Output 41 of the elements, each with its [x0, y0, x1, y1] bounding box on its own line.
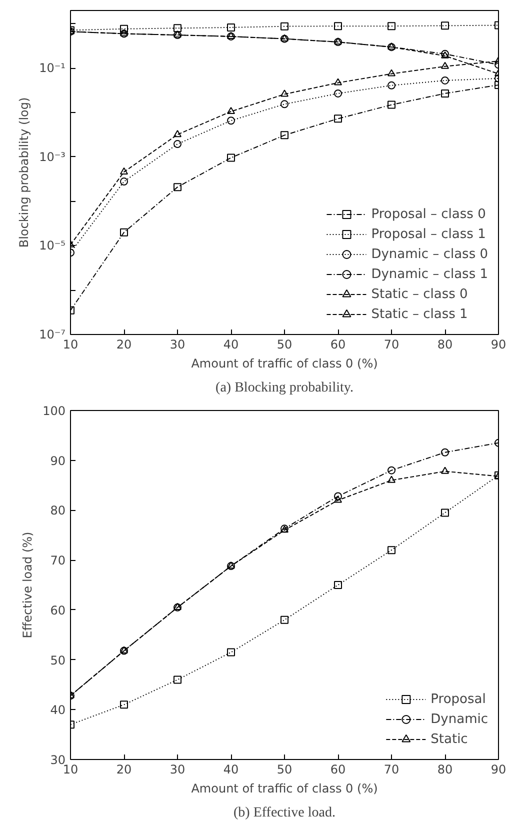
x-tick-label: 90: [490, 762, 506, 776]
legend-label: Proposal – class 0: [371, 206, 486, 222]
x-tick-label: 60: [330, 338, 346, 352]
x-tick-label: 50: [276, 762, 292, 776]
x-tick-label: 20: [116, 338, 132, 352]
legend-label: Dynamic: [430, 712, 488, 726]
x-tick-label: 60: [330, 762, 346, 776]
x-tick-label: 30: [170, 338, 186, 352]
x-tick-label: 20: [116, 762, 132, 776]
x-tick-label: 70: [384, 762, 400, 776]
y-tick-label: 90: [50, 454, 66, 468]
x-axis-title: Amount of traffic of class 0 (%): [191, 782, 378, 796]
text: (b) Effective load.: [234, 806, 336, 820]
y-axis-title: Effective load (%): [20, 532, 35, 638]
legend-label: Dynamic – class 1: [371, 266, 488, 282]
x-tick-label: 50: [276, 338, 292, 352]
y-tick-label: 10⁻³: [39, 150, 66, 164]
text: (a) Blocking probability.: [216, 380, 354, 396]
legend-label: Static – class 1: [371, 306, 468, 322]
y-tick-label: 10⁻⁵: [39, 238, 66, 253]
x-tick-label: 80: [437, 338, 453, 352]
x-tick-label: 30: [170, 762, 186, 776]
x-axis-title: Amount of traffic of class 0 (%): [191, 356, 378, 370]
legend-label: Proposal – class 1: [371, 226, 486, 242]
y-tick-label: 50: [50, 653, 66, 668]
legend-label: Proposal: [430, 692, 486, 706]
y-tick-label: 100: [42, 404, 66, 418]
legend-label: Dynamic – class 0: [371, 246, 488, 262]
x-tick-label: 40: [223, 338, 239, 352]
y-axis-title: Blocking probability (log): [17, 97, 32, 248]
x-tick-label: 80: [437, 762, 453, 776]
x-tick-label: 70: [384, 338, 400, 352]
x-tick-label: 40: [223, 762, 239, 776]
y-tick-label: 80: [50, 504, 66, 518]
y-tick-label: 40: [50, 703, 66, 718]
y-tick-label: 70: [50, 554, 66, 568]
x-tick-label: 90: [490, 338, 506, 352]
y-tick-label: 60: [50, 603, 66, 618]
legend-label: Static: [430, 732, 468, 746]
legend-label: Static – class 0: [371, 286, 468, 302]
y-tick-label: 10⁻¹: [39, 61, 66, 76]
